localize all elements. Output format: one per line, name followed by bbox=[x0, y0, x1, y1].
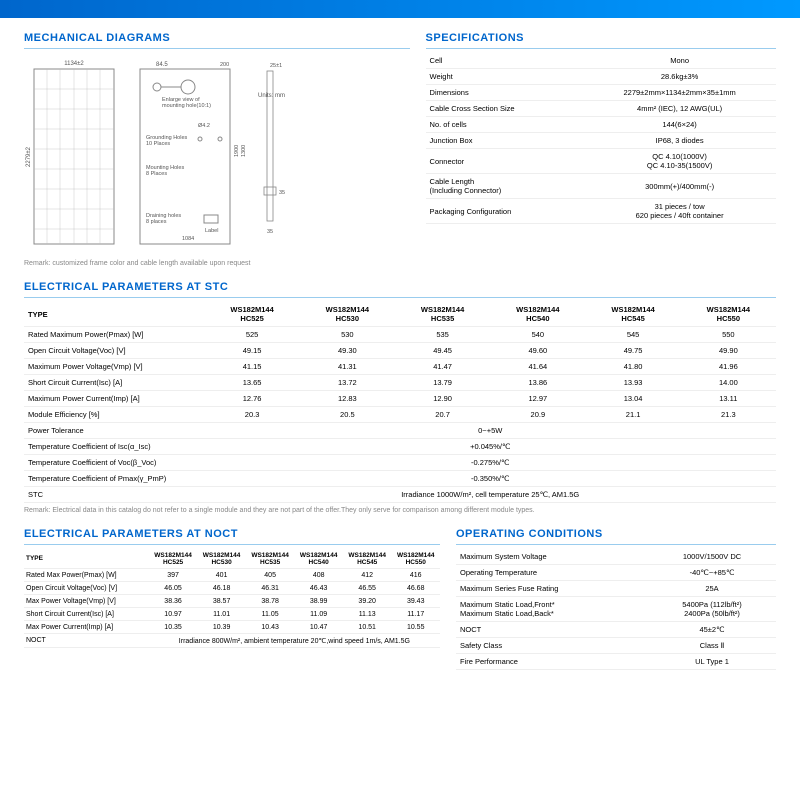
stc-row: Module Efficiency [%]20.320.520.720.921.… bbox=[24, 407, 776, 423]
svg-text:8 places: 8 places bbox=[146, 219, 167, 225]
panel-back: 84.5 Enlarge view of mounting hole(10:1)… bbox=[128, 57, 248, 252]
stc-row: Maximum Power Current(Imp) [A]12.7612.83… bbox=[24, 391, 776, 407]
svg-text:200: 200 bbox=[220, 62, 229, 68]
spec-table: CellMonoWeight28.6kg±3%Dimensions2279±2m… bbox=[426, 53, 776, 224]
op-row: Maximum Static Load,Front* Maximum Stati… bbox=[456, 597, 776, 622]
stc-row: Short Circuit Current(Isc) [A]13.6513.72… bbox=[24, 375, 776, 391]
spec-row: Cable Length (Including Connector)300mm(… bbox=[426, 174, 776, 199]
svg-text:1084: 1084 bbox=[182, 236, 194, 242]
svg-text:1900: 1900 bbox=[234, 145, 240, 157]
stc-merged-row: Temperature Coefficient of Isc(α_Isc)+0.… bbox=[24, 439, 776, 455]
svg-text:84.5: 84.5 bbox=[156, 62, 168, 68]
spec-title: SPECIFICATIONS bbox=[426, 28, 776, 49]
spec-row: Junction BoxIP68, 3 diodes bbox=[426, 133, 776, 149]
noct-row: Open Circuit Voltage(Voc) [V]46.0546.184… bbox=[24, 582, 440, 595]
noct-row: Max Power Current(Imp) [A]10.3510.3910.4… bbox=[24, 621, 440, 634]
spec-row: No. of cells144(6×24) bbox=[426, 117, 776, 133]
svg-text:Ø4.2: Ø4.2 bbox=[198, 123, 210, 129]
stc-table: TYPEWS182M144HC525WS182M144HC530WS182M14… bbox=[24, 302, 776, 503]
svg-text:35: 35 bbox=[279, 190, 285, 196]
svg-text:Units: mm: Units: mm bbox=[258, 93, 285, 99]
op-table: Maximum System Voltage1000V/1500V DCOper… bbox=[456, 549, 776, 670]
stc-row: Open Circuit Voltage(Voc) [V]49.1549.304… bbox=[24, 343, 776, 359]
svg-text:10 Places: 10 Places bbox=[146, 141, 170, 147]
op-row: Maximum System Voltage1000V/1500V DC bbox=[456, 549, 776, 565]
noct-row: Short Circuit Current(Isc) [A]10.9711.01… bbox=[24, 608, 440, 621]
noct-row: Rated Max Power(Pmax) [W]397401405408412… bbox=[24, 569, 440, 582]
noct-title: ELECTRICAL PARAMETERS AT NOCT bbox=[24, 524, 440, 545]
op-row: Operating Temperature-40℃~+85℃ bbox=[456, 565, 776, 581]
svg-text:35: 35 bbox=[267, 229, 273, 235]
op-row: Maximum Series Fuse Rating25A bbox=[456, 581, 776, 597]
stc-row: Maximum Power Voltage(Vmp) [V]41.1541.31… bbox=[24, 359, 776, 375]
noct-table: TYPEWS182M144HC525WS182M144HC530WS182M14… bbox=[24, 549, 440, 648]
op-title: OPERATING CONDITIONS bbox=[456, 524, 776, 545]
spec-row: Cable Cross Section Size4mm² (IEC), 12 A… bbox=[426, 101, 776, 117]
svg-text:1300: 1300 bbox=[241, 145, 247, 157]
panel-side: Units: mm 25±1 35 35 bbox=[252, 57, 312, 252]
spec-row: Weight28.6kg±3% bbox=[426, 69, 776, 85]
spec-row: Packaging Configuration31 pieces / tow 6… bbox=[426, 199, 776, 224]
stc-remark: Remark: Electrical data in this catalog … bbox=[24, 507, 776, 514]
noct-row: Max Power Voltage(Vmp) [V]38.3638.5738.7… bbox=[24, 595, 440, 608]
stc-row: Rated Maximum Power(Pmax) [W]52553053554… bbox=[24, 327, 776, 343]
stc-merged-row: Power Tolerance0~+5W bbox=[24, 423, 776, 439]
panel-front: 1134±2 2279±2 bbox=[24, 57, 124, 252]
noct-footer: NOCTIrradiance 800W/m², ambient temperat… bbox=[24, 634, 440, 648]
mech-diagram: 1134±2 2279±2 84.5 bbox=[24, 53, 410, 256]
svg-text:1134±2: 1134±2 bbox=[64, 61, 84, 67]
page-content: MECHANICAL DIAGRAMS 1134±2 2279 bbox=[0, 18, 800, 680]
spec-row: Dimensions2279±2mm×1134±2mm×35±1mm bbox=[426, 85, 776, 101]
svg-text:Label: Label bbox=[205, 228, 218, 234]
mech-title: MECHANICAL DIAGRAMS bbox=[24, 28, 410, 49]
svg-text:25±1: 25±1 bbox=[270, 63, 282, 69]
op-row: NOCT45±2℃ bbox=[456, 622, 776, 638]
spec-row: ConnectorQC 4.10(1000V) QC 4.10-35(1500V… bbox=[426, 149, 776, 174]
stc-title: ELECTRICAL PARAMETERS AT STC bbox=[24, 277, 776, 298]
svg-text:8 Places: 8 Places bbox=[146, 171, 167, 177]
stc-merged-row: STCIrradiance 1000W/m², cell temperature… bbox=[24, 487, 776, 503]
top-banner bbox=[0, 0, 800, 18]
stc-merged-row: Temperature Coefficient of Pmax(γ_PmP)-0… bbox=[24, 471, 776, 487]
op-row: Fire PerformanceUL Type 1 bbox=[456, 654, 776, 670]
op-row: Safety ClassClass Ⅱ bbox=[456, 638, 776, 654]
stc-merged-row: Temperature Coefficient of Voc(β_Voc)-0.… bbox=[24, 455, 776, 471]
spec-row: CellMono bbox=[426, 53, 776, 69]
mech-remark: Remark: customized frame color and cable… bbox=[24, 260, 410, 267]
svg-text:mounting hole(10:1): mounting hole(10:1) bbox=[162, 103, 211, 109]
svg-text:2279±2: 2279±2 bbox=[26, 146, 32, 167]
